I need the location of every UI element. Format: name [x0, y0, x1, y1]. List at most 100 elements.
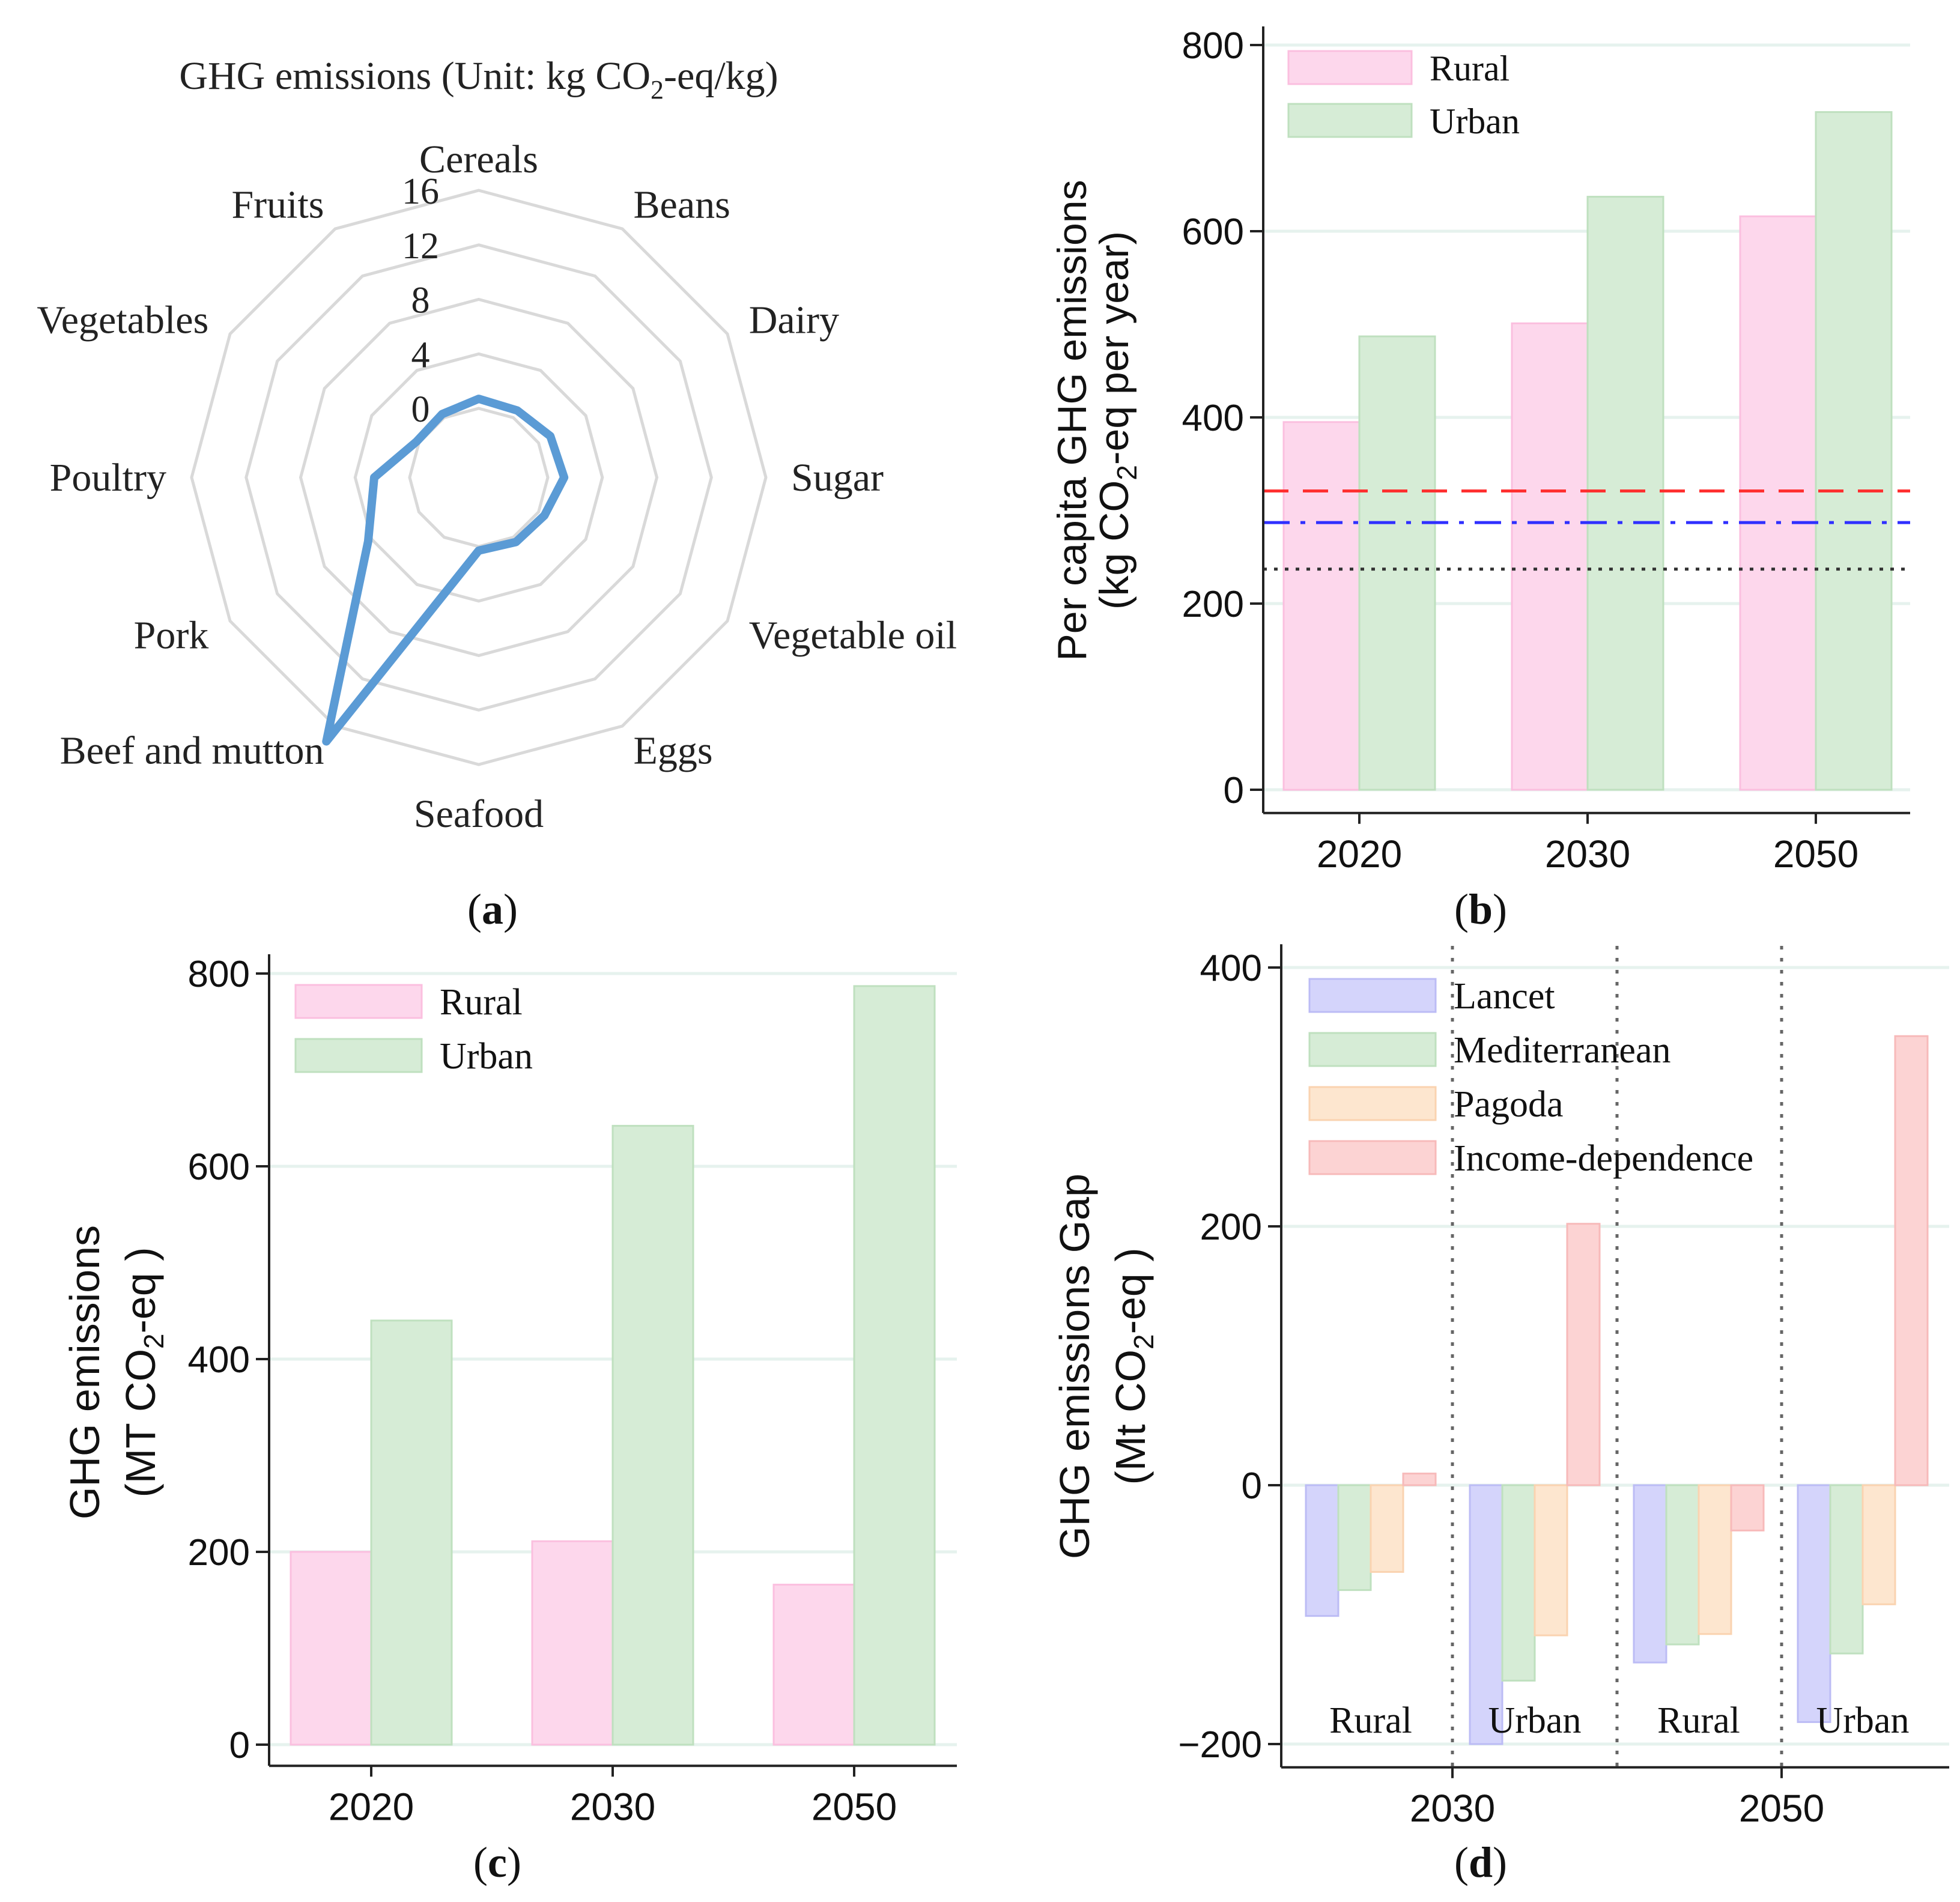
y-tick-label: 400	[1200, 948, 1262, 989]
bar-lancet	[1633, 1484, 1667, 1664]
c-ylabel-line2: (MT CO2-eq )	[117, 1247, 169, 1497]
radar-grid-ring	[244, 243, 713, 712]
y-tick-label: 200	[188, 1532, 250, 1573]
radar-grid	[190, 189, 768, 766]
y-tick-label: 800	[1182, 25, 1244, 67]
bar-pagoda	[1370, 1484, 1404, 1573]
bar-income-dependence	[1566, 1223, 1601, 1486]
x-tick-label: 2020	[329, 1785, 414, 1828]
legend-swatch	[1287, 50, 1413, 85]
panel-label-b: (b)	[1454, 885, 1507, 933]
c-bars	[290, 985, 936, 1746]
y-tick-label: 200	[1200, 1207, 1262, 1248]
b-reference-lines	[1263, 489, 1910, 571]
bar-rural	[531, 1540, 614, 1746]
radar-category-label: Poultry	[50, 456, 166, 500]
legend-swatch	[1308, 1086, 1437, 1121]
group-label: Urban	[1488, 1700, 1582, 1741]
x-tick-label: 2030	[1410, 1787, 1495, 1830]
bar-rural	[1739, 215, 1817, 791]
panel-label-d: (d)	[1454, 1838, 1507, 1886]
legend-swatch	[1287, 103, 1413, 138]
c-ylabel-line1: GHG emissions	[61, 1225, 108, 1519]
bar-rural	[1282, 421, 1361, 791]
y-tick-label: 400	[188, 1339, 250, 1381]
radar-category-label: Beef and mutton	[60, 729, 324, 773]
legend-label: Rural	[440, 982, 523, 1023]
x-tick-label: 2020	[1317, 832, 1402, 876]
y-tick-label: −200	[1178, 1724, 1262, 1766]
bar-urban	[1815, 111, 1893, 791]
c-legend: Rural Urban	[294, 982, 533, 1077]
legend-label: Rural	[1430, 49, 1509, 88]
radar-category-label: Pork	[134, 614, 209, 658]
bar-mediterranean	[1337, 1484, 1372, 1592]
legend-label: Lancet	[1454, 976, 1555, 1017]
y-tick-label: 400	[1182, 398, 1244, 439]
radar-category-label: Cereals	[419, 138, 538, 181]
x-tick-label: 2050	[812, 1785, 897, 1828]
y-tick-label: 0	[229, 1725, 250, 1766]
radar-series-line	[322, 395, 569, 746]
radar-title: GHG emissions (Unit: kg CO2-eq/kg)	[179, 54, 778, 104]
group-label: Rural	[1657, 1700, 1740, 1741]
y-tick-label: 0	[1242, 1465, 1262, 1507]
radar-series	[322, 395, 569, 746]
d-axes: −200 0 200 400 Rural Urban Rural Urban 2030 2050	[1178, 944, 1949, 1830]
radar-category-label: Seafood	[414, 792, 544, 836]
x-tick-label: 2030	[1545, 832, 1630, 876]
d-bars	[1305, 1035, 1929, 1745]
radar-grid-ring	[353, 352, 604, 603]
radar-category-label: Beans	[634, 183, 730, 226]
bar-urban	[370, 1319, 453, 1746]
bar-pagoda	[1861, 1484, 1896, 1605]
bar-income-dependence	[1894, 1035, 1929, 1486]
radar-category-label: Eggs	[634, 729, 713, 773]
radar-tick-label: 0	[411, 389, 430, 430]
radar-category-label: Vegetable oil	[749, 614, 957, 658]
radar-tick-label: 8	[411, 280, 430, 321]
panel-a-radar-chart: GHG emissions (Unit: kg CO2-eq/kg) 0 4 8 12…	[37, 54, 957, 933]
bar-rural	[1511, 322, 1589, 791]
bar-lancet	[1797, 1484, 1831, 1723]
bar-mediterranean	[1665, 1484, 1700, 1646]
radar-category-labels: Cereals Beans Dairy Sugar Vegetable oil Eggs S…	[37, 138, 957, 836]
legend-swatch	[1308, 1032, 1437, 1067]
bar-income-dependence	[1730, 1484, 1765, 1531]
x-tick-label: 2050	[1739, 1787, 1824, 1830]
bar-urban	[853, 985, 936, 1746]
d-gridlines	[1281, 966, 1949, 1746]
bar-urban	[611, 1125, 694, 1746]
d-legend: Lancet Mediterranean Pagoda Income-dependen…	[1308, 976, 1753, 1179]
radar-category-label: Sugar	[791, 456, 884, 500]
radar-tick-label: 16	[402, 171, 439, 212]
legend-swatch	[1308, 978, 1437, 1013]
legend-label: Income-dependence	[1454, 1138, 1753, 1179]
y-tick-label: 600	[1182, 211, 1244, 253]
bar-income-dependence	[1402, 1473, 1437, 1486]
panel-c-bar-chart: 0 200 400 600 800 2020 2030 2050 Rural Urban GHG…	[61, 954, 957, 1886]
legend-swatch	[294, 984, 423, 1019]
y-tick-label: 200	[1182, 584, 1244, 625]
legend-label: Mediterranean	[1454, 1030, 1670, 1071]
radar-category-label: Fruits	[231, 183, 324, 226]
legend-swatch	[294, 1038, 423, 1073]
bar-pagoda	[1698, 1484, 1732, 1635]
b-axes: 0 200 400 600 800 2020 2030 2050	[1182, 25, 1910, 876]
group-label: Urban	[1816, 1700, 1910, 1741]
bar-pagoda	[1534, 1484, 1568, 1637]
d-ylabel-line2: (Mt CO2-eq )	[1107, 1247, 1159, 1485]
b-ylabel-line2: (kg CO2-eq per year)	[1091, 231, 1142, 610]
bar-urban	[1586, 196, 1664, 791]
legend-label: Urban	[1430, 101, 1520, 141]
group-label: Rural	[1329, 1700, 1412, 1741]
radar-tick-label: 12	[402, 226, 439, 267]
radar-category-label: Dairy	[749, 298, 839, 342]
legend-label: Urban	[440, 1036, 533, 1077]
x-tick-label: 2050	[1773, 832, 1858, 876]
radar-category-label: Vegetables	[37, 298, 208, 342]
bar-mediterranean	[1501, 1484, 1536, 1682]
y-tick-label: 0	[1224, 770, 1244, 811]
bar-rural	[290, 1551, 372, 1746]
